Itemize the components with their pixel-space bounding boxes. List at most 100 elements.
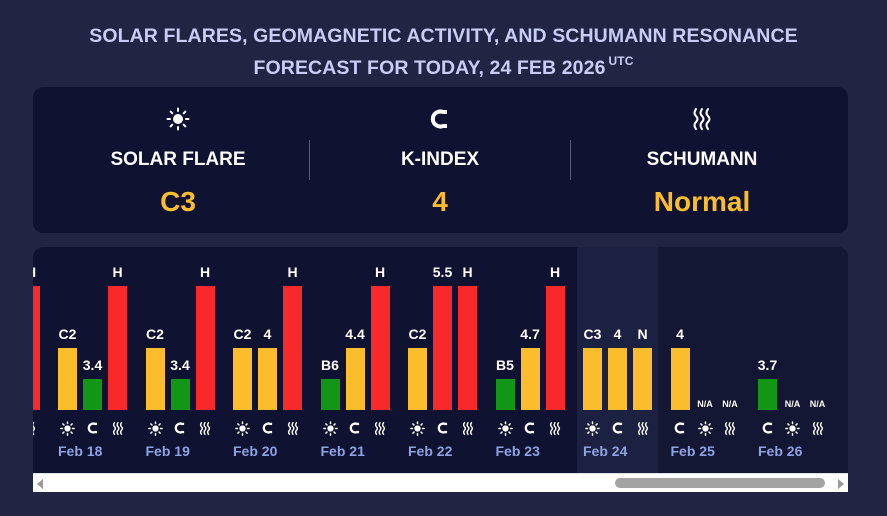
schumann-bar [370,286,390,410]
summary-k-index: K-INDEX 4 [305,87,575,233]
solar-value-label: C2 [146,326,164,342]
schumann-value-label: H [199,264,211,280]
sun-icon [785,420,801,436]
sun-icon [322,420,338,436]
page-title: SOLAR FLARES, GEOMAGNETIC ACTIVITY, AND … [0,24,887,81]
kindex-bar [258,348,277,410]
solar-flare-value: C3 [160,186,196,217]
magnet-icon [260,420,276,436]
date-label: Feb 25 [670,443,715,459]
waves-icon [547,420,563,436]
sun-icon [697,420,713,436]
date-label: Feb 22 [408,443,453,459]
sun-icon [60,420,76,436]
magnet-icon [172,420,188,436]
sun-icon [585,420,601,436]
future-forecast-band [658,247,848,473]
waves-icon [460,420,476,436]
magnet-icon [522,420,538,436]
date-label: Feb 23 [495,443,540,459]
date-label: Feb 19 [145,443,190,459]
scroll-thumb[interactable] [615,478,825,488]
forecast-chart[interactable]: H C2 3.4 H Feb 18 C2 3.4 H Feb 19 C2 4 H Feb 20 B6 4.4… [33,247,848,473]
kindex-value-label: 3.4 [82,357,103,373]
solar-value-label: B6 [321,357,339,373]
kindex-value-label: 4 [263,326,272,342]
waves-icon [197,420,213,436]
kindex-bar [83,379,102,410]
schumann-bar [633,348,652,410]
kindex-value-label: 4.7 [520,326,540,342]
kindex-bar [345,348,365,410]
schumann-na-label: N/A [722,399,738,409]
schumann-bar [33,286,40,410]
solar-bar [583,348,602,410]
waves-icon [33,420,38,436]
solar-bar [58,348,77,410]
kindex-value-label: 4 [613,326,622,342]
solar-value-label: B5 [496,357,514,373]
solar-bar [145,348,165,410]
schumann-value-label: H [33,264,46,280]
title-line-2: FORECAST FOR TODAY, 24 FEB 2026 UTC [0,49,887,81]
k-index-label: K-INDEX [400,149,480,170]
magnet-icon [85,420,101,436]
schumann-bar [458,286,477,410]
horizontal-scrollbar[interactable] [33,473,848,492]
kindex-bar [670,348,690,410]
scroll-left-arrow-icon[interactable] [37,479,43,489]
kindex-bar [758,379,777,410]
title-date: FORECAST FOR TODAY, 24 FEB 2026 [253,57,606,79]
schumann-value-label: H [374,264,386,280]
solar-bar [233,348,252,410]
schumann-value: Normal [653,186,751,217]
solar-bar [495,379,515,410]
sun-icon [43,107,313,131]
kindex-value-label: 5.5 [432,264,453,280]
solar-na-label: N/A [697,399,713,409]
magnet-icon [672,420,688,436]
kindex-bar [608,348,627,410]
date-label: Feb 26 [758,443,803,459]
waves-icon [372,420,388,436]
date-label: Feb 20 [233,443,278,459]
sun-icon [235,420,251,436]
magnet-icon [347,420,363,436]
summary-panel: SOLAR FLARE C3 K-INDEX 4 SCHUMANN Normal [33,87,848,233]
kindex-bar [433,286,452,410]
kindex-value-label: 4 [676,326,684,342]
solar-na-label: N/A [784,399,801,409]
summary-solar-flare: SOLAR FLARE C3 [43,87,313,233]
schumann-na-label: N/A [809,399,826,409]
schumann-value-label: H [112,264,123,280]
summary-schumann: SCHUMANN Normal [567,87,837,233]
date-label: Feb 24 [583,443,628,459]
schumann-bar [195,286,215,410]
solar-value-label: C2 [233,326,252,342]
schumann-value-label: H [462,264,473,280]
waves-icon [722,420,738,436]
magnet-icon [435,420,451,436]
schumann-bar [108,286,127,410]
timezone-label: UTC [608,54,634,68]
schumann-value-label: N [637,326,648,342]
sun-icon [497,420,513,436]
date-label: Feb 18 [58,443,103,459]
kindex-bar [170,379,190,410]
kindex-bar [520,348,540,410]
waves-icon [110,420,126,436]
schumann-bar [283,286,302,410]
scroll-right-arrow-icon[interactable] [838,479,844,489]
solar-value-label: C2 [408,326,427,342]
waves-icon [567,107,837,130]
schumann-label: SCHUMANN [646,149,758,170]
solar-value-label: C2 [58,326,77,342]
waves-icon [285,420,301,436]
date-label: Feb 21 [320,443,365,459]
schumann-bar [545,286,565,410]
sun-icon [147,420,163,436]
summary-divider [309,140,310,180]
summary-divider [570,140,571,180]
solar-flare-label: SOLAR FLARE [110,149,246,170]
magnet-icon [760,420,776,436]
